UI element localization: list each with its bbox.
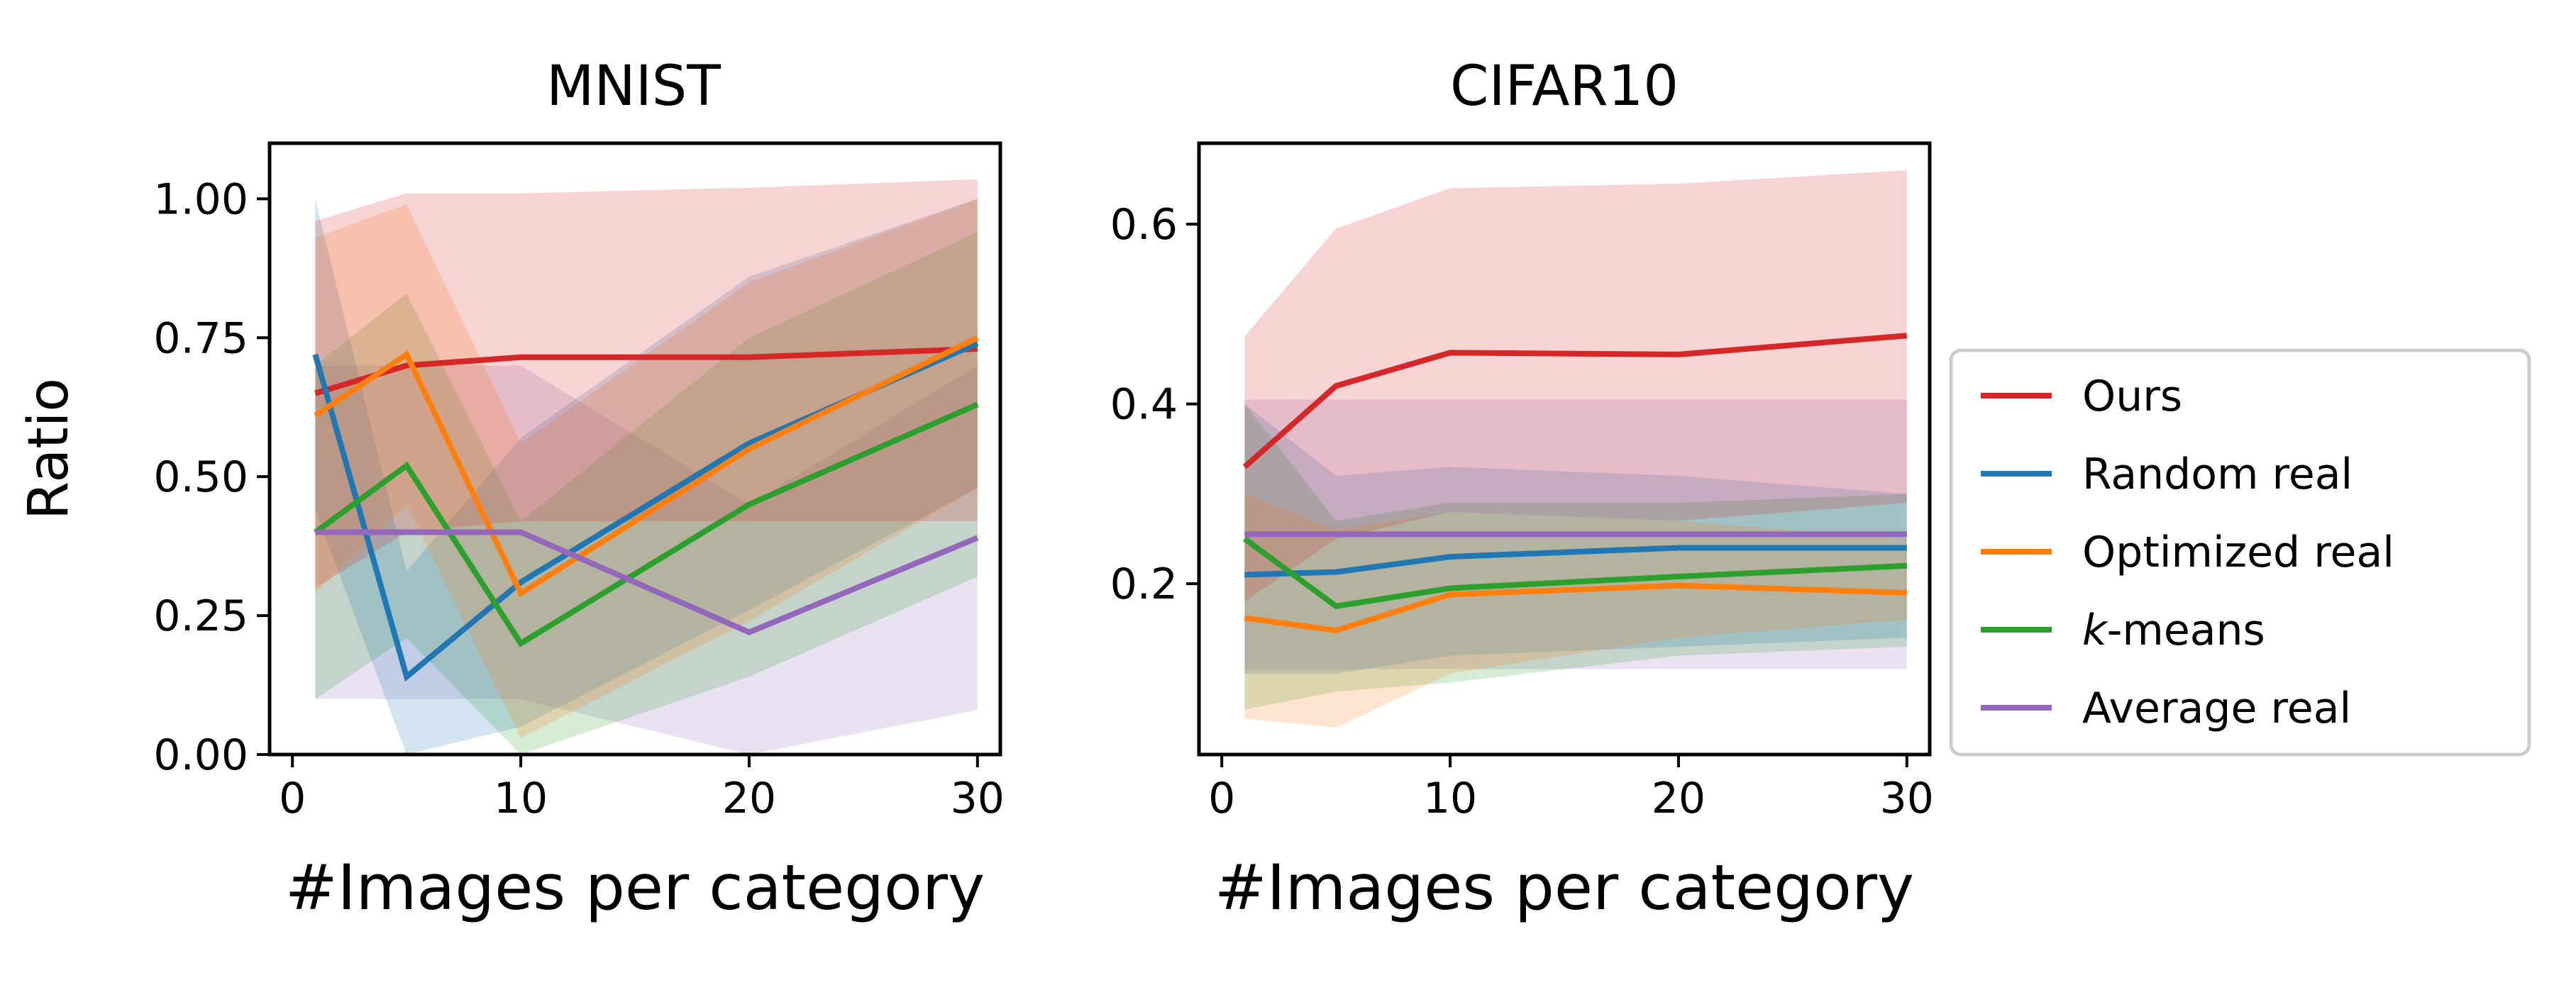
band-ours [1244, 170, 1907, 602]
line-ours [1242, 333, 1908, 469]
series-lines [1242, 333, 1908, 634]
x-tick-label: 30 [951, 774, 1005, 823]
band-average-real [315, 365, 978, 755]
chart-title: CIFAR10 [1450, 55, 1679, 118]
legend-label: k-means [2082, 606, 2265, 655]
y-tick-label: 0.6 [1110, 200, 1178, 250]
line-random-real [1244, 545, 1907, 578]
line-k-means [1242, 536, 1908, 610]
x-tick-label: 30 [1880, 774, 1934, 823]
axes-frame [267, 141, 1002, 757]
band-optimized-real [315, 199, 978, 738]
y-axis-label: Ratio [17, 378, 81, 520]
series-lines [312, 335, 979, 682]
chart-title: MNIST [546, 55, 721, 118]
x-ticks: 0 10 20 30 [279, 755, 1005, 823]
legend-entries: Ours Random real Optimized real k-means Aver… [1981, 372, 2394, 733]
confidence-bands [1244, 170, 1907, 728]
band-k-means [1244, 404, 1907, 710]
line-average-real [315, 529, 979, 635]
cifar10-panel: CIFAR10 0 10 20 30 0.2 0.4 0.6 #Images per ca… [1110, 55, 1934, 924]
y-tick-label: 0.75 [153, 313, 248, 363]
y-ticks: 0.00 0.25 0.50 0.75 1.00 [153, 174, 270, 780]
x-tick-label: 0 [1208, 774, 1235, 823]
line-k-means [314, 401, 979, 647]
x-tick-label: 20 [722, 774, 776, 823]
x-axis-label: #Images per category [1215, 851, 1914, 924]
x-tick-label: 20 [1652, 774, 1706, 823]
x-tick-label: 10 [494, 774, 548, 823]
x-axis-label: #Images per category [285, 851, 985, 924]
x-ticks: 0 10 20 30 [1208, 755, 1934, 823]
y-tick-label: 0.2 [1110, 560, 1178, 609]
y-tick-label: 0.4 [1110, 380, 1178, 430]
y-ticks: 0.2 0.4 0.6 [1110, 200, 1199, 609]
axes-frame [1197, 141, 1932, 757]
mnist-panel: MNIST 0 10 20 30 0.00 0.25 0.50 0.75 1.00 #Imag… [17, 55, 1005, 924]
x-tick-label: 0 [279, 774, 306, 823]
legend-label: Random real [2082, 450, 2353, 499]
legend: Ours Random real Optimized real k-means Aver… [1949, 348, 2531, 757]
band-ours [315, 179, 978, 588]
x-tick-label: 10 [1423, 774, 1477, 823]
y-tick-label: 0.00 [153, 730, 248, 780]
legend-label: Optimized real [2082, 528, 2394, 577]
confidence-bands [315, 179, 978, 755]
legend-label: Ours [2082, 372, 2182, 421]
band-k-means [315, 232, 978, 755]
band-optimized-real [1244, 494, 1907, 728]
line-optimized-real [1244, 582, 1907, 634]
line-optimized-real [314, 335, 979, 598]
y-tick-label: 0.25 [153, 591, 248, 641]
legend-box [1949, 348, 2531, 757]
y-tick-label: 0.50 [153, 452, 248, 502]
y-tick-label: 1.00 [153, 174, 248, 224]
legend-label: Average real [2082, 684, 2351, 733]
